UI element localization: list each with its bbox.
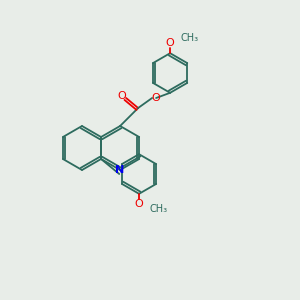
Text: CH₃: CH₃ <box>149 204 167 214</box>
Text: O: O <box>152 93 161 103</box>
Text: CH₃: CH₃ <box>180 33 198 43</box>
Text: O: O <box>166 38 175 48</box>
Text: O: O <box>118 91 127 101</box>
Text: N: N <box>116 165 125 175</box>
Text: O: O <box>135 199 143 209</box>
